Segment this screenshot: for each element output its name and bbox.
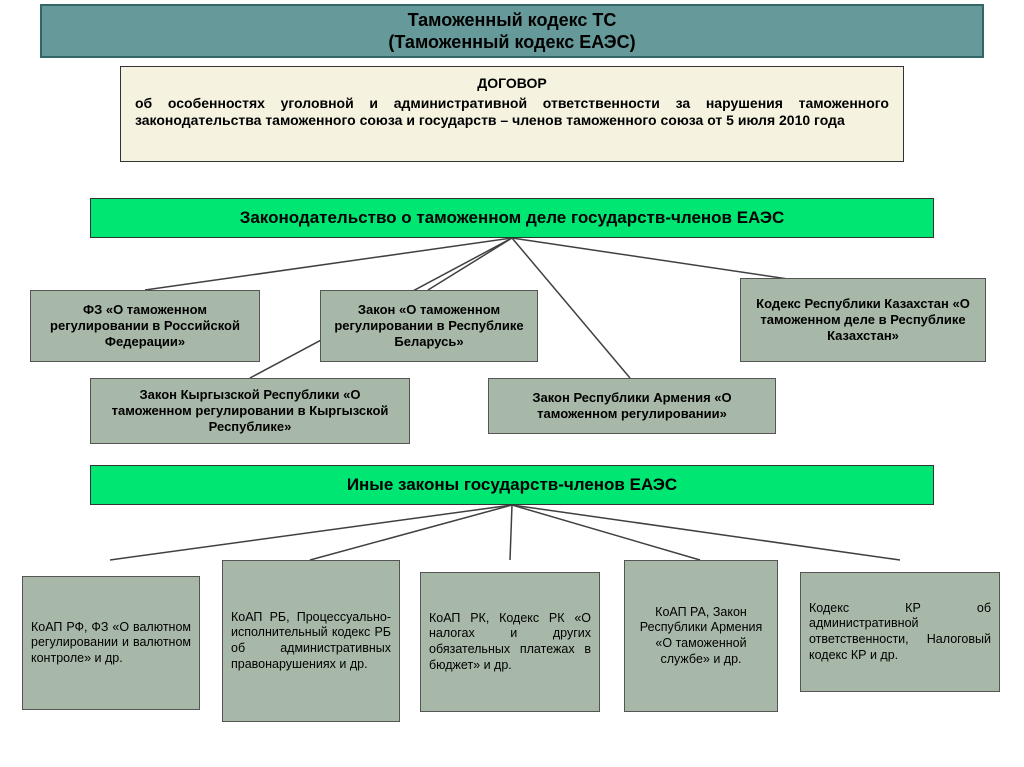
bottom-kr-text: Кодекс КР об административной ответствен…: [809, 601, 991, 664]
bottom-rb-text: КоАП РБ, Процессуально-исполнительный ко…: [231, 610, 391, 673]
header-line2: (Таможенный кодекс ЕАЭС): [388, 31, 635, 54]
legislation-bar: Законодательство о таможенном деле госуд…: [90, 198, 934, 238]
treaty-box: ДОГОВОР об особенностях уголовной и адми…: [120, 66, 904, 162]
law-rf: ФЗ «О таможенном регулировании в Российс…: [30, 290, 260, 362]
bottom-rk-text: КоАП РК, Кодекс РК «О налогах и других о…: [429, 611, 591, 674]
bottom-kr: Кодекс КР об административной ответствен…: [800, 572, 1000, 692]
law-rf-text: ФЗ «О таможенном регулировании в Российс…: [41, 302, 249, 351]
treaty-title: ДОГОВОР: [135, 75, 889, 93]
bottom-rf-text: КоАП РФ, ФЗ «О валютном регулировании и …: [31, 620, 191, 667]
bottom-rf: КоАП РФ, ФЗ «О валютном регулировании и …: [22, 576, 200, 710]
bottom-rk: КоАП РК, Кодекс РК «О налогах и других о…: [420, 572, 600, 712]
law-by-text: Закон «О таможенном регулировании в Респ…: [331, 302, 527, 351]
header-line1: Таможенный кодекс ТС: [408, 9, 617, 32]
header-box: Таможенный кодекс ТС (Таможенный кодекс …: [40, 4, 984, 58]
treaty-body: об особенностях уголовной и администрати…: [135, 95, 889, 130]
other-laws-bar: Иные законы государств-членов ЕАЭС: [90, 465, 934, 505]
bottom-ra-text: КоАП РА, Закон Республики Армения «О там…: [633, 605, 769, 668]
bottom-rb: КоАП РБ, Процессуально-исполнительный ко…: [222, 560, 400, 722]
law-kz: Кодекс Республики Казахстан «О таможенно…: [740, 278, 986, 362]
bottom-ra: КоАП РА, Закон Республики Армения «О там…: [624, 560, 778, 712]
law-kg: Закон Кыргызской Республики «О таможенно…: [90, 378, 410, 444]
other-laws-bar-text: Иные законы государств-членов ЕАЭС: [347, 474, 677, 495]
law-by: Закон «О таможенном регулировании в Респ…: [320, 290, 538, 362]
law-kz-text: Кодекс Республики Казахстан «О таможенно…: [751, 296, 975, 345]
legislation-bar-text: Законодательство о таможенном деле госуд…: [240, 207, 785, 228]
law-am-text: Закон Республики Армения «О таможенном р…: [499, 390, 765, 423]
law-kg-text: Закон Кыргызской Республики «О таможенно…: [101, 387, 399, 436]
law-am: Закон Республики Армения «О таможенном р…: [488, 378, 776, 434]
